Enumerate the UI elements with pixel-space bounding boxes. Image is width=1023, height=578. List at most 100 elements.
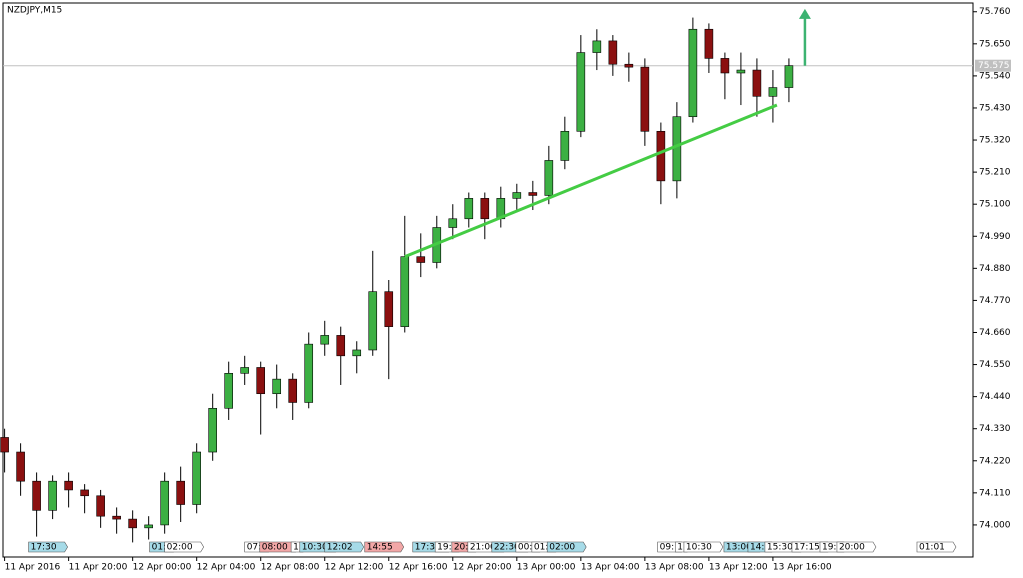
event-label: 19: bbox=[822, 543, 836, 553]
candle-body bbox=[416, 256, 426, 263]
event-label: 20:00 bbox=[839, 543, 865, 553]
candle-body bbox=[288, 378, 298, 403]
candle-body bbox=[352, 349, 362, 357]
candle-body bbox=[400, 256, 410, 327]
y-tick-label: 74.660 bbox=[979, 328, 1011, 338]
candle-body bbox=[624, 63, 634, 68]
candle-body bbox=[656, 130, 666, 182]
event-label: 10:30 bbox=[686, 543, 712, 553]
event-label: 14:55 bbox=[367, 543, 393, 553]
candle-body bbox=[720, 58, 730, 74]
candle-body bbox=[224, 373, 233, 409]
candle-body bbox=[384, 291, 394, 327]
candle-body bbox=[112, 515, 121, 520]
candle-body bbox=[304, 343, 314, 403]
candle-body bbox=[544, 160, 554, 196]
event-marker bbox=[836, 541, 877, 553]
candle-body bbox=[576, 52, 586, 132]
candle-body bbox=[32, 480, 41, 511]
candle-body bbox=[672, 116, 682, 182]
candle-body bbox=[608, 40, 618, 65]
plot-frame bbox=[2, 2, 974, 558]
candle-body bbox=[448, 218, 458, 228]
candle-body bbox=[560, 130, 570, 161]
event-label: 01: bbox=[152, 543, 166, 553]
x-tick-label: 12 Apr 08:00 bbox=[261, 563, 320, 573]
event-label: 02:00 bbox=[549, 543, 575, 553]
event-label: 17:30 bbox=[415, 543, 441, 553]
event-label: 01:01 bbox=[919, 543, 945, 553]
event-label: 1 bbox=[293, 543, 299, 553]
event-label: 15:30 bbox=[767, 543, 793, 553]
candle-body bbox=[512, 192, 522, 199]
x-tick-label: 11 Apr 20:00 bbox=[69, 563, 128, 573]
event-label: 17:15 bbox=[794, 543, 820, 553]
candle-body bbox=[640, 66, 650, 132]
x-tick-label: 13 Apr 12:00 bbox=[709, 563, 768, 573]
event-marker bbox=[364, 541, 405, 553]
y-tick-label: 74.110 bbox=[979, 488, 1011, 498]
x-tick-label: 11 Apr 2016 bbox=[5, 563, 61, 573]
event-label: 17:30 bbox=[31, 543, 57, 553]
y-tick-label: 74.000 bbox=[979, 520, 1011, 530]
candle-body bbox=[464, 198, 474, 220]
candle-body bbox=[336, 335, 346, 357]
candle-body bbox=[784, 65, 794, 88]
y-tick-label: 75.210 bbox=[979, 168, 1011, 178]
event-marker bbox=[916, 541, 957, 553]
candle-body bbox=[80, 489, 89, 497]
y-tick-label: 75.540 bbox=[979, 71, 1011, 81]
y-tick-label: 74.440 bbox=[979, 392, 1011, 402]
candle-body bbox=[160, 480, 169, 526]
event-label: 12:02 bbox=[327, 543, 353, 553]
candle-body bbox=[320, 335, 330, 345]
event-label: 22:30 bbox=[494, 543, 520, 553]
x-tick-label: 13 Apr 16:00 bbox=[773, 563, 832, 573]
x-tick-label: 13 Apr 00:00 bbox=[517, 563, 576, 573]
y-tick-label: 74.770 bbox=[979, 296, 1011, 306]
candle-body bbox=[368, 291, 378, 351]
event-marker bbox=[164, 541, 205, 553]
y-tick-label: 74.550 bbox=[979, 360, 1011, 370]
candle-body bbox=[704, 28, 714, 59]
x-tick-label: 12 Apr 12:00 bbox=[325, 563, 384, 573]
event-label: 19: bbox=[437, 543, 451, 553]
event-label: 14: bbox=[750, 543, 764, 553]
candle-body bbox=[128, 518, 137, 529]
y-tick-label: 75.430 bbox=[979, 103, 1011, 113]
event-label: 09: bbox=[660, 543, 674, 553]
candle-body bbox=[592, 40, 602, 53]
y-tick-label: 75.320 bbox=[979, 136, 1011, 146]
candle-body bbox=[96, 495, 105, 517]
trendline bbox=[404, 103, 778, 259]
y-tick-label: 75.760 bbox=[979, 7, 1011, 17]
event-label: 08:00 bbox=[262, 543, 288, 553]
candle-body bbox=[272, 378, 282, 395]
candle-body bbox=[144, 524, 153, 529]
event-marker bbox=[683, 541, 724, 553]
y-tick-label: 74.990 bbox=[979, 232, 1011, 242]
candle-body bbox=[768, 87, 778, 97]
x-tick-label: 13 Apr 04:00 bbox=[581, 563, 640, 573]
chart-title: NZDJPY,M15 bbox=[7, 6, 62, 16]
event-label: 00: bbox=[518, 543, 532, 553]
y-tick-label: 75.100 bbox=[979, 200, 1011, 210]
candle-body bbox=[64, 480, 73, 491]
event-label: 02:00 bbox=[167, 543, 193, 553]
current-price-label: 75.575 bbox=[978, 61, 1010, 71]
y-tick-label: 74.220 bbox=[979, 456, 1011, 466]
event-label: 21:00 bbox=[470, 543, 496, 553]
candle-body bbox=[528, 192, 538, 196]
event-label: 1 bbox=[677, 543, 683, 553]
event-marker bbox=[324, 541, 365, 553]
candle-body bbox=[208, 407, 217, 453]
candle-body bbox=[48, 480, 57, 511]
event-marker bbox=[546, 541, 587, 553]
current-price-box bbox=[975, 59, 1011, 72]
x-tick-label: 12 Apr 20:00 bbox=[453, 563, 512, 573]
candle-body bbox=[688, 28, 698, 118]
candle-body bbox=[16, 451, 25, 482]
x-tick-label: 13 Apr 08:00 bbox=[645, 563, 704, 573]
candle-body bbox=[192, 451, 201, 505]
